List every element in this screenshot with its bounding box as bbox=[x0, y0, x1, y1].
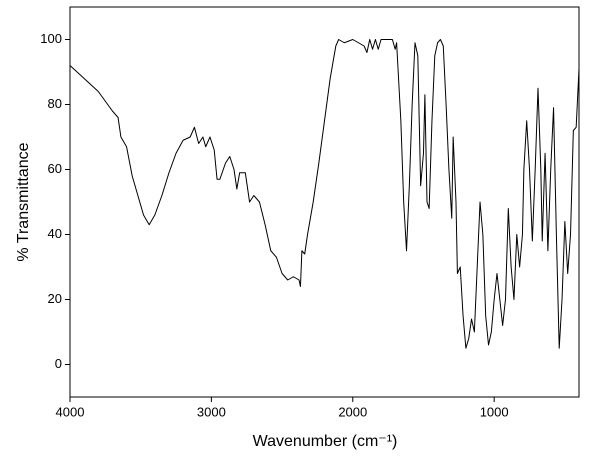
x-tick-label: 4000 bbox=[56, 404, 85, 419]
x-tick-label: 2000 bbox=[338, 404, 367, 419]
y-tick-label: 60 bbox=[48, 161, 62, 176]
x-tick-label: 3000 bbox=[197, 404, 226, 419]
y-tick-label: 20 bbox=[48, 291, 62, 306]
y-tick-label: 80 bbox=[48, 96, 62, 111]
plot-frame bbox=[69, 6, 580, 398]
y-tick-label: 40 bbox=[48, 226, 62, 241]
x-axis-label: Wavenumber (cm⁻¹) bbox=[253, 433, 398, 450]
x-tick-label: 1000 bbox=[480, 404, 509, 419]
y-tick-label: 100 bbox=[40, 31, 62, 46]
spectrum-line bbox=[69, 39, 580, 349]
y-tick-label: 0 bbox=[55, 356, 62, 371]
y-axis-label: % Transmittance bbox=[15, 142, 32, 261]
